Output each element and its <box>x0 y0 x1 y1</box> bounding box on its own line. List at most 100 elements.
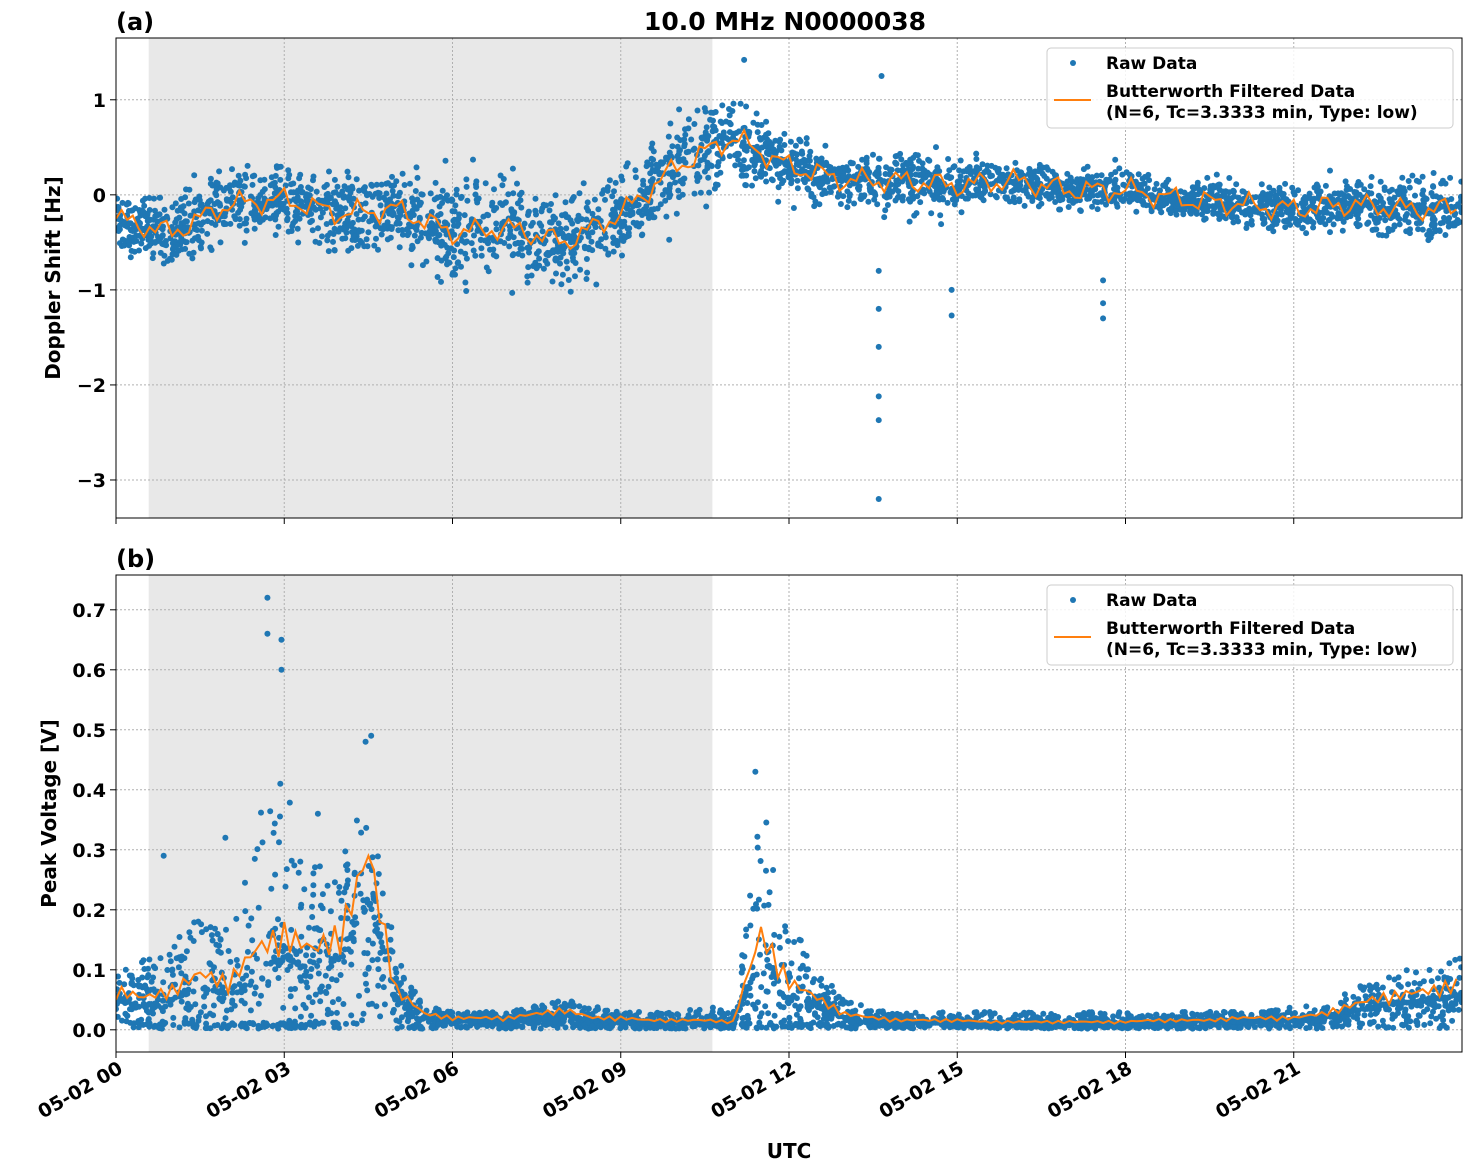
raw-data-point <box>883 194 890 201</box>
raw-data-point <box>583 204 590 211</box>
raw-data-point <box>377 1013 384 1020</box>
raw-data-point <box>786 1019 793 1026</box>
raw-data-point <box>840 173 847 179</box>
raw-data-point <box>950 164 957 171</box>
raw-data-point <box>407 180 413 187</box>
raw-data-point <box>292 985 298 992</box>
raw-data-point <box>508 206 515 213</box>
raw-outlier-point <box>875 495 882 502</box>
raw-data-point <box>1438 180 1445 187</box>
raw-data-point <box>373 235 379 242</box>
raw-data-point <box>277 813 283 820</box>
raw-data-point <box>740 172 747 179</box>
raw-data-point <box>453 191 460 198</box>
raw-data-point <box>222 221 229 227</box>
raw-data-point <box>408 262 415 269</box>
raw-data-point <box>933 144 939 151</box>
raw-data-point <box>758 122 765 128</box>
raw-data-point <box>1016 196 1023 203</box>
raw-data-point <box>395 227 402 234</box>
raw-data-point <box>468 240 475 247</box>
raw-data-point <box>778 147 785 154</box>
raw-data-point <box>509 252 516 259</box>
raw-data-point <box>128 207 135 214</box>
raw-data-point <box>310 173 317 180</box>
raw-data-point <box>485 212 492 219</box>
raw-data-point <box>1406 184 1413 191</box>
raw-data-point <box>632 167 639 174</box>
raw-data-point <box>583 216 590 223</box>
raw-data-point <box>1364 199 1371 206</box>
raw-data-point <box>1258 181 1265 188</box>
raw-data-point <box>1049 168 1056 175</box>
raw-data-point <box>378 181 385 188</box>
raw-data-point <box>463 176 470 183</box>
raw-data-point <box>1151 186 1158 193</box>
raw-data-point <box>796 136 803 143</box>
raw-data-point <box>478 252 485 259</box>
raw-data-point <box>169 204 176 211</box>
night-shading <box>148 38 713 518</box>
raw-data-point <box>1296 217 1303 224</box>
raw-data-point <box>779 180 785 187</box>
raw-data-point <box>694 171 701 177</box>
raw-data-point <box>558 281 565 288</box>
raw-data-point <box>1341 991 1348 998</box>
raw-data-point <box>333 205 340 212</box>
raw-data-point <box>907 156 914 163</box>
raw-data-point <box>639 212 646 218</box>
raw-data-point <box>1108 171 1115 178</box>
raw-data-point <box>743 103 750 110</box>
raw-data-point <box>915 165 922 172</box>
raw-data-point <box>766 889 773 896</box>
raw-data-point <box>369 214 376 221</box>
raw-data-point <box>562 199 569 206</box>
raw-data-point <box>916 157 922 164</box>
raw-data-point <box>912 171 919 178</box>
raw-data-point <box>1064 170 1071 177</box>
raw-data-point <box>353 211 360 217</box>
raw-data-point <box>222 1015 229 1022</box>
raw-data-point <box>934 164 941 171</box>
raw-data-point <box>1355 996 1362 1003</box>
raw-data-point <box>635 223 642 230</box>
raw-data-point <box>965 190 972 197</box>
raw-data-point <box>602 1007 609 1014</box>
raw-data-point <box>1368 174 1375 180</box>
raw-data-point <box>457 248 464 255</box>
raw-data-point <box>1098 172 1105 179</box>
raw-data-point <box>643 163 650 170</box>
raw-data-point <box>547 219 553 226</box>
raw-data-point <box>657 201 664 208</box>
raw-data-point <box>518 239 525 246</box>
raw-data-point <box>204 218 211 225</box>
raw-data-point <box>117 216 124 223</box>
raw-data-point <box>226 185 232 192</box>
raw-data-point <box>526 249 532 256</box>
raw-data-point <box>1298 200 1305 207</box>
y-tick-label: 0.1 <box>72 960 106 982</box>
raw-data-point <box>364 896 371 903</box>
raw-data-point <box>1424 1006 1431 1013</box>
raw-data-point <box>360 1010 367 1017</box>
raw-data-point <box>886 166 893 173</box>
raw-data-point <box>1379 1017 1386 1024</box>
raw-data-point <box>451 231 458 238</box>
raw-data-point <box>571 228 578 235</box>
raw-data-point <box>368 181 375 188</box>
raw-data-point <box>224 197 231 204</box>
raw-data-point <box>357 237 364 244</box>
raw-data-point <box>749 182 755 189</box>
raw-data-point <box>1080 166 1087 173</box>
raw-data-point <box>295 239 302 246</box>
raw-data-point <box>964 195 971 202</box>
raw-data-series <box>116 594 1462 1032</box>
raw-data-point <box>1126 196 1133 203</box>
raw-data-point <box>804 185 811 192</box>
raw-data-point <box>876 155 882 162</box>
raw-data-point <box>937 212 944 219</box>
raw-data-point <box>297 858 304 865</box>
raw-data-point <box>1385 1024 1392 1031</box>
raw-data-point <box>805 163 812 170</box>
raw-data-point <box>332 952 339 959</box>
